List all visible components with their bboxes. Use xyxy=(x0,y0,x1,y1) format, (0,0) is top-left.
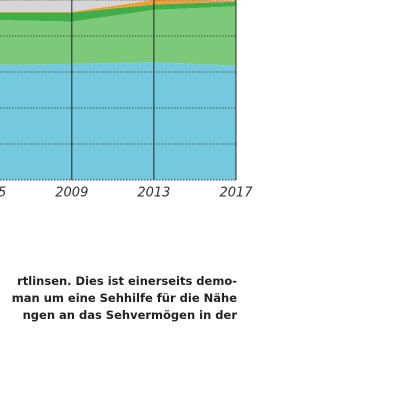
area-series xyxy=(0,0,236,13)
paragraph-line: ngen an das Sehvermögen in der xyxy=(23,308,238,322)
paragraph: rtlinsen. Dies ist einerseits demo-man u… xyxy=(12,274,238,322)
x-tick-label: 2013 xyxy=(137,186,170,201)
area-series xyxy=(0,0,236,12)
plot-area xyxy=(0,0,237,181)
paragraph-line: man um eine Sehhilfe für die Nähe xyxy=(12,291,237,305)
area-series xyxy=(0,62,236,180)
x-axis: 2005 2009 2013 2017 xyxy=(0,179,253,201)
x-tick-label: 2005 xyxy=(0,186,6,201)
x-tick-label: 2017 xyxy=(219,186,253,201)
area-series xyxy=(0,1,236,22)
x-tick-label: 2009 xyxy=(55,186,88,201)
paragraph-line: rtlinsen. Dies ist einerseits demo- xyxy=(17,274,237,288)
